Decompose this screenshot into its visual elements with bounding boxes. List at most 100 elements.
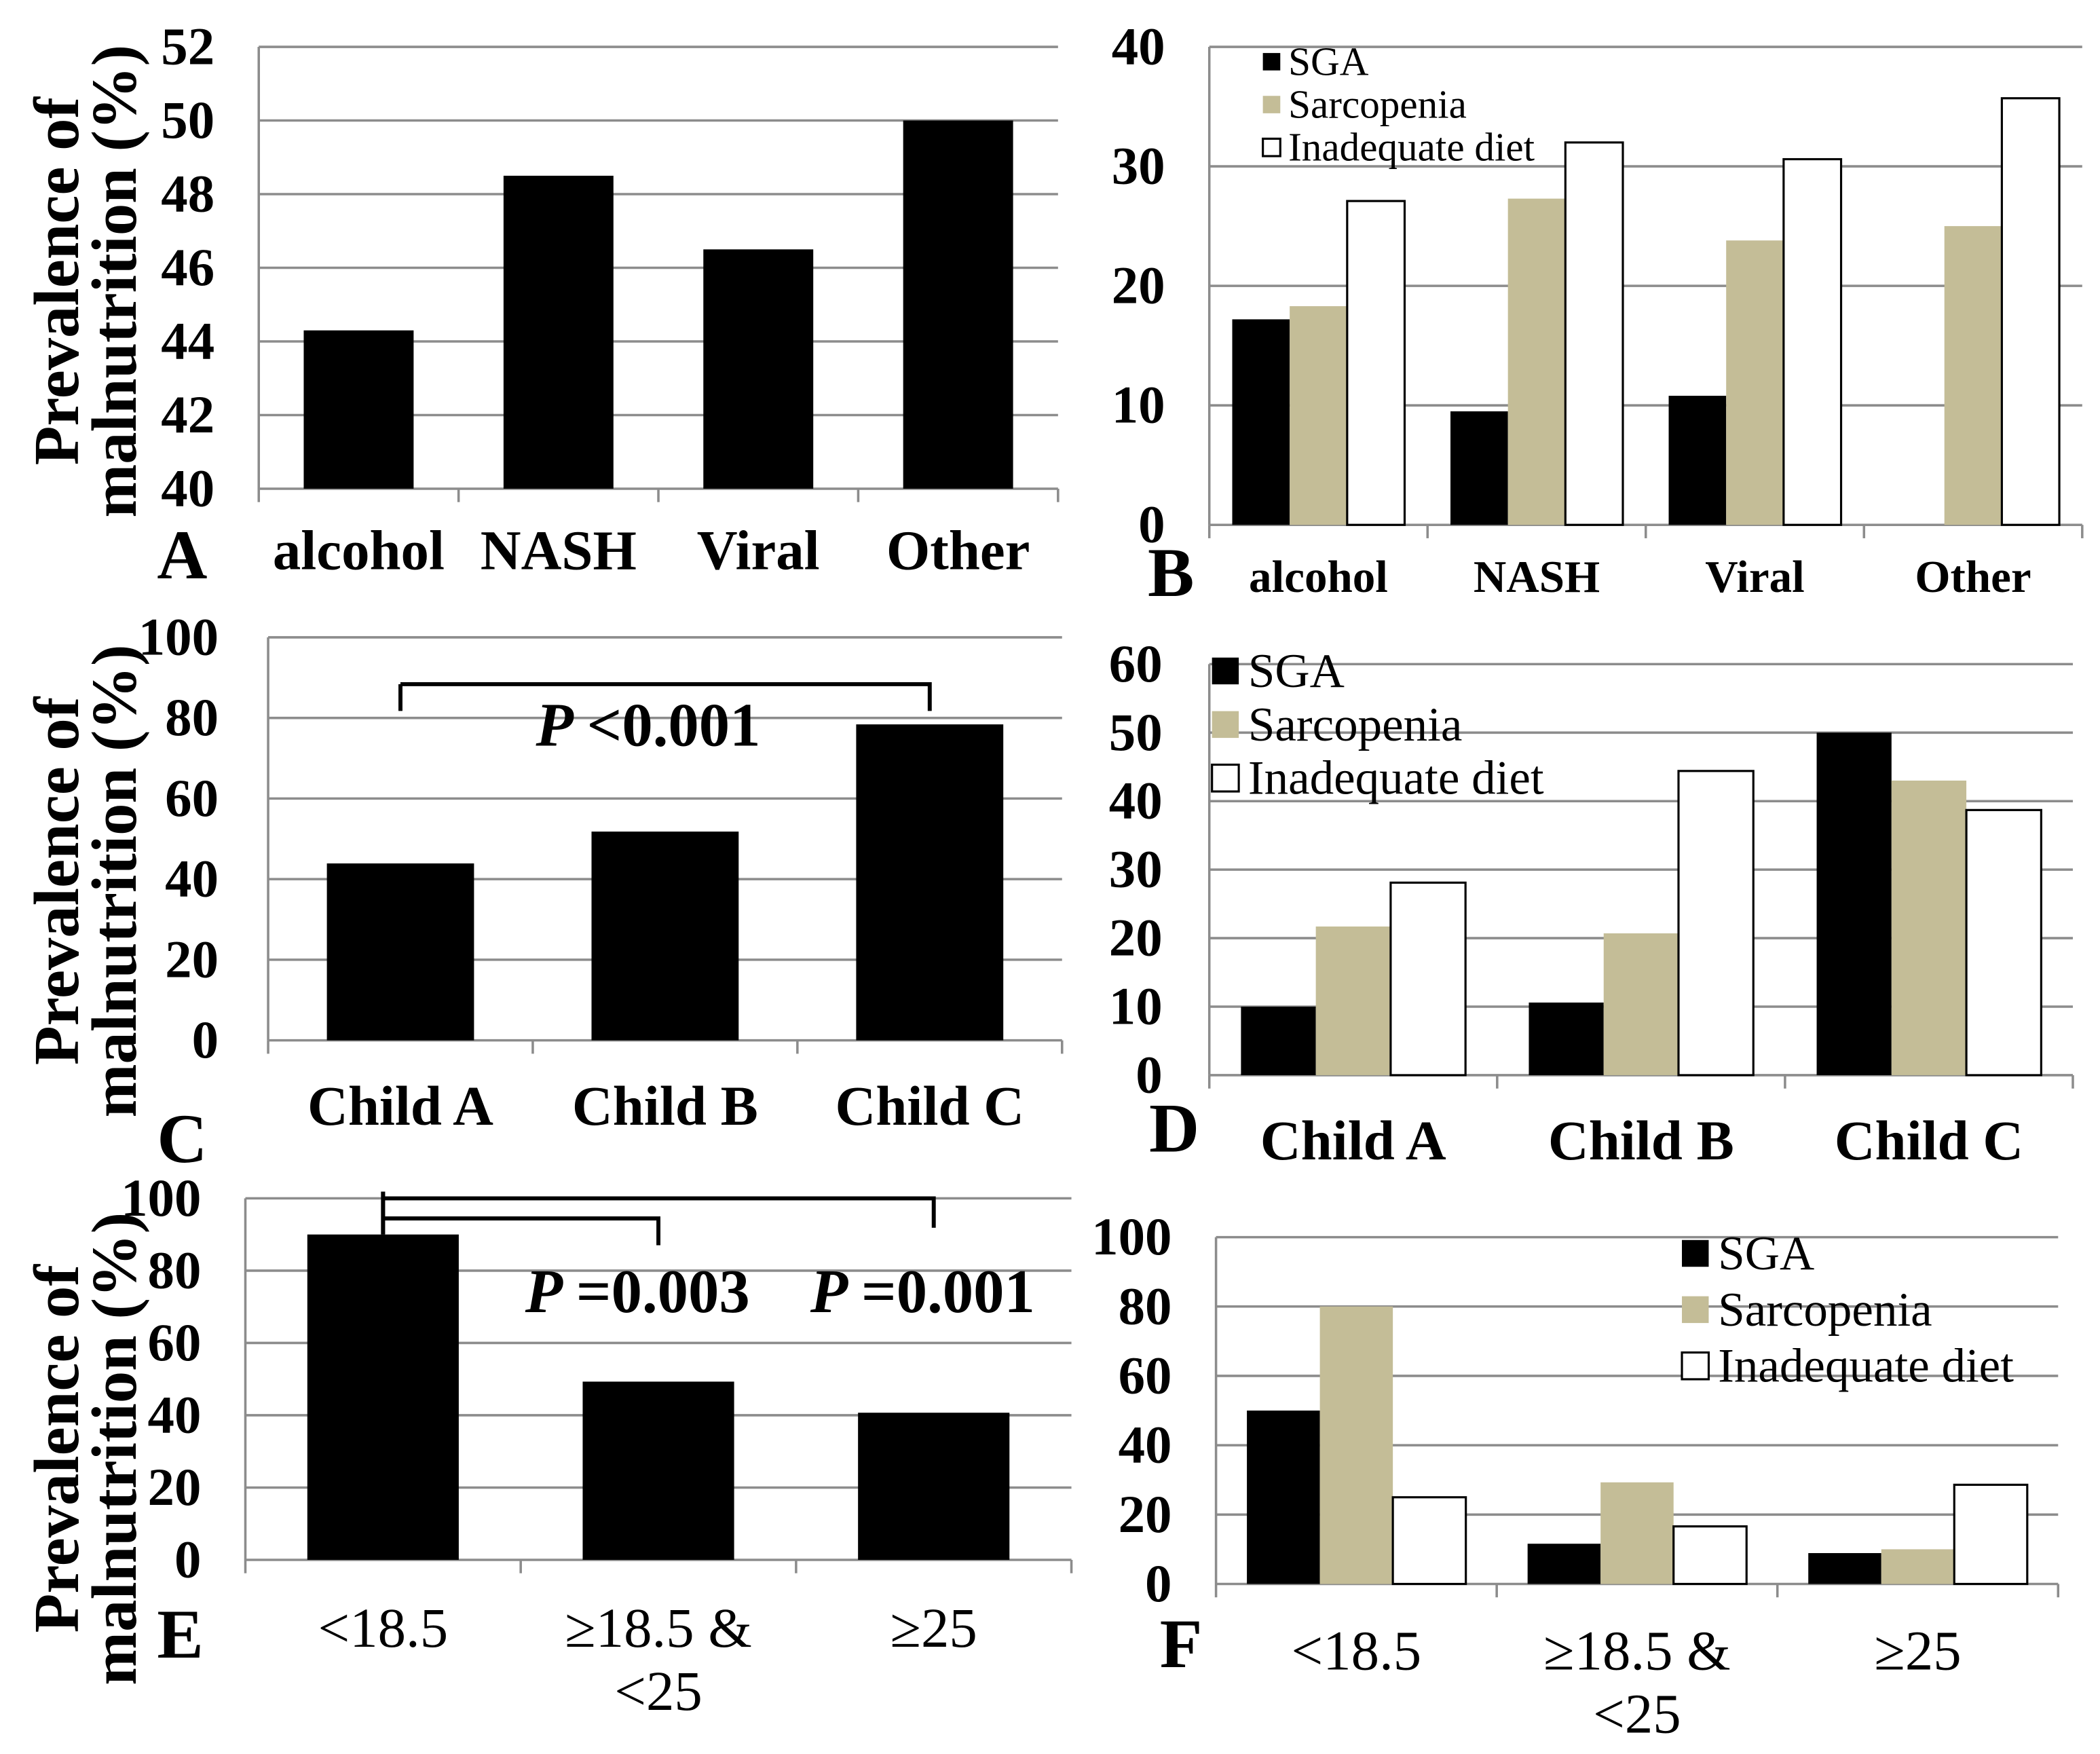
y-tick-label: 10 (1112, 376, 1165, 435)
y-tick-label: 50 (161, 91, 214, 150)
panel-letter: E (157, 1597, 203, 1673)
y-tick-label: 42 (161, 386, 214, 445)
panel-letter: A (157, 517, 207, 594)
p-value: =0.001 (861, 1257, 1035, 1326)
bar-malnutrition-prevalence (503, 175, 614, 489)
bar-malnutrition-prevalence (856, 724, 1004, 1041)
bar-sga (1241, 1007, 1316, 1075)
x-category-label: NASH (1474, 551, 1600, 602)
y-axis-title: Prevalence of (22, 696, 92, 1065)
bar-sga (1808, 1553, 1881, 1584)
x-category-label: <18.5 (318, 1597, 449, 1659)
bar-inadequate-diet (1564, 141, 1624, 526)
bar-malnutrition-prevalence (582, 1381, 734, 1560)
p-symbol: P (525, 1257, 563, 1326)
bar-malnutrition-prevalence (307, 1234, 459, 1560)
bar-sga (1668, 396, 1727, 525)
legend-label: Sarcopenia (1718, 1284, 1932, 1337)
x-category-label: NASH (481, 519, 637, 581)
p-symbol: P (810, 1257, 848, 1326)
bar-inadequate-diet (1346, 200, 1406, 526)
legend-swatch-sga (1262, 53, 1281, 71)
bar-inadequate-diet (1391, 1496, 1467, 1586)
bar-sga (1232, 319, 1290, 525)
bar-sarcopenia (1507, 198, 1566, 525)
panel-e-bmi-chart: 0 20 40 60 80 100 <18.5 ≥18.5 &<25 ≥25 E Prevalenc… (22, 1169, 1073, 1722)
y-tick-label: 30 (1112, 137, 1165, 196)
x-category-label: <25 (1593, 1682, 1681, 1744)
panel-letter: B (1148, 535, 1194, 612)
panel-d-child-class-components-chart: 0 10 20 30 40 50 60 Child A Child B Child C D SGASa… (1109, 635, 2074, 1172)
y-tick-label: 40 (148, 1385, 202, 1444)
y-tick-label: 100 (1091, 1208, 1171, 1267)
x-category-label: Other (1915, 551, 2031, 602)
legend-swatch-inadequate-diet (1681, 1351, 1710, 1381)
bar-inadequate-diet (2000, 97, 2061, 526)
bar-malnutrition-prevalence (703, 249, 814, 489)
legend-swatch-sga (1212, 657, 1239, 685)
bar-inadequate-diet (1782, 157, 1843, 526)
bar-inadequate-diet (1677, 770, 1755, 1077)
significance-label: P =0.003 (525, 1257, 750, 1326)
bar-sga (1247, 1411, 1320, 1584)
y-tick-label: 0 (174, 1530, 201, 1589)
y-tick-label: 60 (1109, 635, 1163, 694)
bar-inadequate-diet (1953, 1483, 2029, 1586)
y-tick-label: 60 (1119, 1346, 1172, 1405)
y-tick-label: 20 (148, 1458, 202, 1517)
y-tick-label: 100 (138, 608, 219, 667)
y-tick-label: 80 (165, 688, 219, 747)
y-tick-label: 50 (1109, 703, 1163, 762)
x-category-label: alcohol (273, 519, 445, 581)
legend-label: Sarcopenia (1288, 82, 1467, 127)
bar-sarcopenia (1600, 1482, 1674, 1584)
y-tick-label: 44 (161, 312, 214, 371)
bar-malnutrition-prevalence (591, 832, 739, 1041)
bar-sarcopenia (1881, 1549, 1955, 1584)
y-tick-label: 48 (161, 165, 214, 224)
x-category-label: Child C (836, 1075, 1025, 1137)
y-tick-label: 40 (1119, 1416, 1172, 1475)
y-tick-label: 20 (1119, 1485, 1172, 1544)
panel-c-child-class-chart: 0 20 40 60 80 100 Child A Child B Child C C Preval… (22, 608, 1064, 1178)
x-category-label: Child A (1260, 1109, 1446, 1172)
y-axis-title: malnutrition (%) (79, 45, 150, 518)
y-tick-label: 0 (1136, 1045, 1162, 1104)
x-category-label: <25 (614, 1660, 702, 1722)
bar-sarcopenia (1603, 933, 1679, 1075)
y-axis-title: Prevalence of (22, 96, 92, 466)
bar-malnutrition-prevalence (326, 863, 474, 1041)
legend-label: Inadequate diet (1288, 125, 1535, 170)
y-tick-label: 30 (1109, 840, 1163, 899)
bar-malnutrition-prevalence (303, 330, 414, 489)
y-tick-label: 20 (1112, 257, 1165, 316)
legend-swatch-inadequate-diet (1211, 763, 1240, 793)
legend-swatch-sga (1682, 1239, 1709, 1267)
bar-sga (1450, 411, 1508, 525)
bar-sarcopenia (1319, 1306, 1393, 1584)
bar-sga (1529, 1002, 1604, 1075)
y-tick-label: 60 (148, 1313, 202, 1373)
panel-a-etiology-chart: 40 42 44 46 48 50 52 alcohol NASH Viral Other A Prev… (22, 18, 1060, 594)
y-axis-title: Prevalence of (22, 1264, 92, 1633)
legend-label: Inadequate diet (1718, 1340, 2014, 1393)
y-tick-label: 52 (161, 18, 214, 77)
x-category-label: <18.5 (1292, 1620, 1422, 1682)
p-value: <0.001 (587, 691, 761, 760)
y-tick-label: 100 (121, 1169, 201, 1228)
y-axis-title: malnutrition (%) (79, 644, 150, 1117)
legend-label: Sarcopenia (1248, 698, 1462, 751)
y-tick-label: 10 (1109, 977, 1163, 1037)
y-tick-label: 40 (165, 850, 219, 909)
y-tick-label: 60 (165, 769, 219, 828)
bar-sarcopenia (1290, 306, 1347, 525)
y-tick-label: 20 (165, 930, 219, 989)
bar-malnutrition-prevalence (903, 120, 1013, 489)
x-category-label: Child B (572, 1075, 758, 1137)
y-tick-label: 46 (161, 238, 214, 297)
x-category-label: Viral (1705, 551, 1804, 602)
significance-bracket (398, 682, 932, 711)
